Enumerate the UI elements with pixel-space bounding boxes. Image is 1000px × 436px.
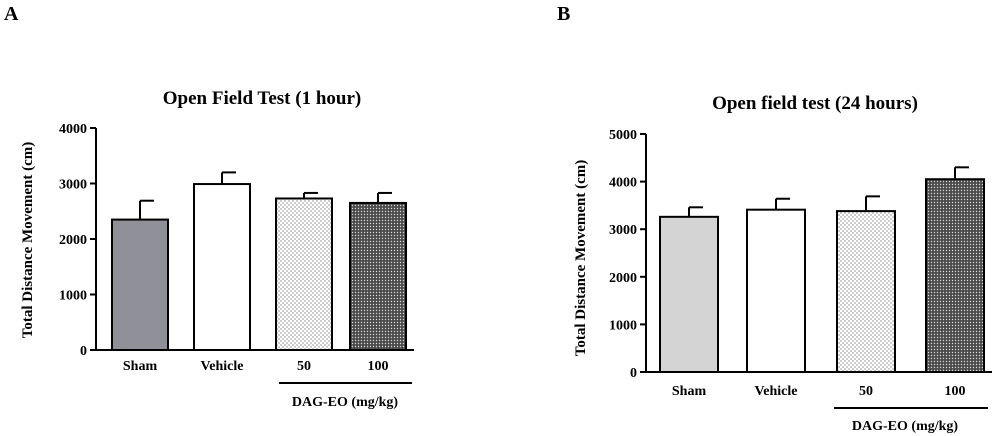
y-axis-label-a: Total Distance Movement (cm) xyxy=(20,142,36,338)
chart-title-a: Open Field Test (1 hour) xyxy=(163,88,361,109)
x-category-label-b-2: 50 xyxy=(859,384,873,399)
bar-b-3 xyxy=(925,178,985,373)
x-category-label-a-0: Sham xyxy=(123,359,158,374)
error-bars-b xyxy=(688,166,969,217)
bars-b xyxy=(659,178,985,373)
chart-title-b: Open field test (24 hours) xyxy=(712,93,918,114)
y-tick-label-a-4: 4000 xyxy=(59,122,87,137)
y-tick-label-b-1: 1000 xyxy=(609,318,637,333)
y-tick-label-a-3: 3000 xyxy=(59,178,87,193)
y-tick-label-b-4: 4000 xyxy=(609,176,637,191)
x-category-label-b-1: Vehicle xyxy=(754,384,797,399)
y-axis-label-b: Total Distance Movement (cm) xyxy=(573,160,589,356)
chart-panel-a: A Open Field Test (1 hour) Total Distanc… xyxy=(4,3,414,410)
x-categories-a: Sham Vehicle 50 100 xyxy=(123,359,389,374)
error-bars-a xyxy=(139,171,392,220)
bar-b-0 xyxy=(659,215,719,373)
bar-a-2 xyxy=(275,197,333,351)
y-tick-label-b-2: 2000 xyxy=(609,271,637,286)
bar-b-2 xyxy=(836,210,896,373)
x-categories-b: Sham Vehicle 50 100 xyxy=(672,384,966,399)
bar-b-1 xyxy=(746,208,806,373)
group-label-a: DAG-EO (mg/kg) xyxy=(292,395,399,410)
y-tick-label-b-3: 3000 xyxy=(609,223,637,238)
bar-a-1 xyxy=(193,183,251,351)
group-label-b: DAG-EO (mg/kg) xyxy=(852,419,959,434)
y-tick-label-a-1: 1000 xyxy=(59,289,87,304)
bars-a xyxy=(111,183,407,351)
y-ticks-b: 0 1000 2000 3000 4000 5000 xyxy=(609,128,646,381)
y-tick-label-b-0: 0 xyxy=(630,366,637,381)
panel-letter-b: B xyxy=(557,3,570,25)
bar-a-0 xyxy=(111,218,169,351)
x-category-label-b-0: Sham xyxy=(672,384,707,399)
x-category-label-a-2: 50 xyxy=(297,359,311,374)
y-tick-label-b-5: 5000 xyxy=(609,128,637,143)
panel-letter-a: A xyxy=(4,3,19,25)
y-ticks-a: 0 1000 2000 3000 4000 xyxy=(59,122,96,359)
x-category-label-a-1: Vehicle xyxy=(200,359,243,374)
x-category-label-b-3: 100 xyxy=(945,384,966,399)
bar-a-3 xyxy=(349,201,407,351)
chart-panel-b: B Open field test (24 hours) Total Dista… xyxy=(557,3,992,434)
x-category-label-a-3: 100 xyxy=(368,359,389,374)
y-tick-label-a-0: 0 xyxy=(80,344,87,359)
y-tick-label-a-2: 2000 xyxy=(59,233,87,248)
